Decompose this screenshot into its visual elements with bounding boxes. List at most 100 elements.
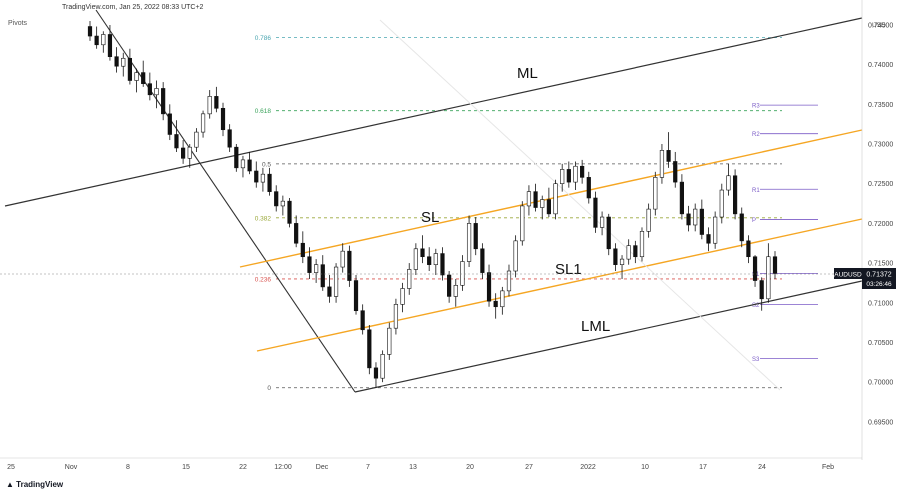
faint-diagonal xyxy=(379,19,781,391)
candle-body xyxy=(693,208,698,226)
price-tick-label: 0.70000 xyxy=(868,380,893,387)
candle-body xyxy=(772,256,778,274)
pivot-level-label: P xyxy=(752,218,756,224)
candle-body xyxy=(413,248,418,270)
candle-body xyxy=(280,200,285,207)
candle xyxy=(187,144,192,168)
candle-body xyxy=(646,208,651,232)
candle-body xyxy=(766,256,771,300)
candle xyxy=(466,215,472,268)
candle-body xyxy=(234,146,239,169)
candle xyxy=(540,195,545,220)
candle xyxy=(207,90,212,119)
candle xyxy=(307,247,312,279)
candle xyxy=(287,197,292,228)
candle xyxy=(666,132,671,168)
candle xyxy=(460,255,465,291)
candle-body xyxy=(127,57,133,81)
candle xyxy=(327,274,332,303)
candle-body xyxy=(447,274,452,297)
candle-body xyxy=(599,216,605,228)
candle-body xyxy=(433,253,438,265)
candle-body xyxy=(114,56,119,67)
price-tick-label: 0.72500 xyxy=(868,181,893,188)
candle xyxy=(294,215,299,248)
candle xyxy=(613,243,618,272)
candle xyxy=(94,26,99,49)
candle-body xyxy=(380,354,385,379)
time-tick-label: 24 xyxy=(758,464,766,471)
time-tick-label: 8 xyxy=(126,464,130,471)
candle xyxy=(533,183,538,212)
candle-body xyxy=(626,245,631,260)
candle xyxy=(732,169,738,220)
price-tick-label: 0.73500 xyxy=(868,102,893,109)
candle-body xyxy=(333,266,339,297)
time-tick-label: 17 xyxy=(699,464,707,471)
price-tick-label: 0.72000 xyxy=(868,221,893,228)
candle xyxy=(619,255,625,279)
symbol-label: AUDUSD xyxy=(834,272,862,279)
price-axis[interactable]: 0.74500 0.74000 0.73500 0.73000 0.72500 0.720… xyxy=(861,0,893,460)
fib-level-label: 0.618 xyxy=(255,108,272,115)
countdown-label: 03:26:46 xyxy=(866,281,892,288)
candle-body xyxy=(187,146,192,159)
candle xyxy=(759,277,764,311)
time-tick-label: Feb xyxy=(822,464,834,471)
candle-body xyxy=(300,242,305,258)
candle-body xyxy=(460,261,465,286)
candle xyxy=(194,128,199,152)
candle xyxy=(347,245,352,287)
time-tick-label: Dec xyxy=(316,464,329,471)
candle-body xyxy=(526,191,532,207)
candle-body xyxy=(307,256,312,273)
candle-body xyxy=(181,147,186,159)
candle xyxy=(633,240,638,264)
fib-level-label: 0.5 xyxy=(262,161,271,168)
candle-body xyxy=(673,161,678,183)
candle xyxy=(373,362,379,388)
candles xyxy=(87,20,778,388)
candle-body xyxy=(134,72,139,81)
candle xyxy=(486,264,492,307)
candle xyxy=(121,52,126,77)
median-line-ml xyxy=(4,17,863,207)
annotations: ML SL SL1 LML xyxy=(421,65,610,335)
candle xyxy=(420,235,425,264)
candle xyxy=(147,72,152,101)
price-tick-label: 0.71000 xyxy=(868,300,893,307)
candle-body xyxy=(94,35,99,46)
candle xyxy=(726,163,731,196)
candle xyxy=(367,325,372,375)
time-tick-label: Nov xyxy=(65,464,78,471)
pivot-level-label: S3 xyxy=(752,357,760,363)
annotation-label: SL1 xyxy=(555,261,582,278)
price-tick-label: 0.71500 xyxy=(868,261,893,268)
candle xyxy=(280,195,285,216)
candle xyxy=(480,243,485,279)
candle xyxy=(706,227,711,252)
indicator-label[interactable]: Pivots xyxy=(8,20,28,27)
candle-body xyxy=(320,264,325,288)
candle-body xyxy=(713,216,718,244)
candle xyxy=(380,350,385,383)
candle-body xyxy=(87,26,93,37)
candle xyxy=(453,278,458,307)
candle-body xyxy=(553,183,558,215)
price-tick-label: 0.74500 xyxy=(868,22,893,29)
candle xyxy=(220,102,226,137)
candle-body xyxy=(207,96,212,115)
candle xyxy=(473,217,478,256)
candle xyxy=(127,48,133,85)
time-axis[interactable]: 25 Nov 8 15 22 12:00 Dec 7 13 20 27 2022 10 17 24 Feb xyxy=(0,457,862,471)
candle-body xyxy=(666,150,671,162)
tradingview-logo: ▲ TradingView xyxy=(6,480,63,489)
candle xyxy=(227,124,232,152)
time-tick-label: 13 xyxy=(409,464,417,471)
candle xyxy=(413,243,418,275)
brand-label: TradingView xyxy=(16,480,64,489)
candle-body xyxy=(453,285,458,297)
candle xyxy=(154,80,159,109)
candle-body xyxy=(560,169,565,185)
